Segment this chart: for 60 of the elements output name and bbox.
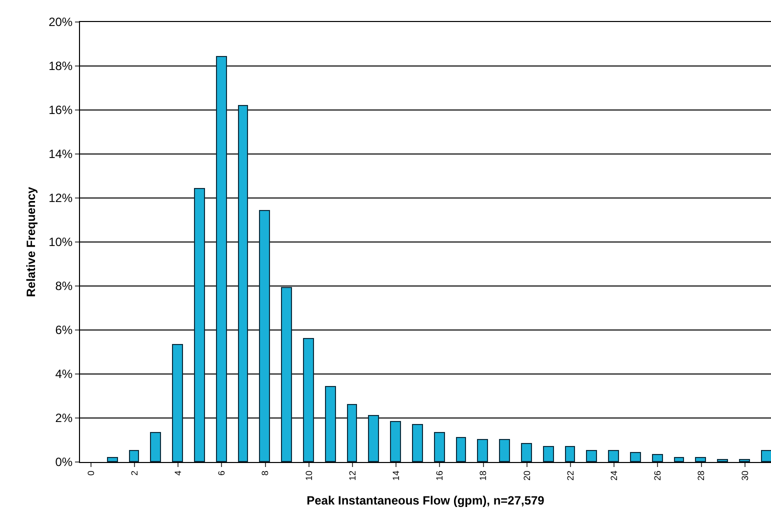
x-tick-label: 30 bbox=[740, 470, 750, 481]
bar bbox=[303, 338, 314, 462]
bar bbox=[434, 432, 445, 462]
bar bbox=[194, 188, 205, 462]
x-tick-label: 20 bbox=[522, 470, 532, 481]
y-tick-label: 0% bbox=[55, 455, 73, 470]
bar bbox=[172, 344, 183, 462]
bar bbox=[390, 421, 401, 462]
bar bbox=[456, 437, 466, 462]
x-tick-label: 26 bbox=[652, 470, 663, 481]
bar bbox=[347, 404, 357, 462]
x-tick-label: 18 bbox=[478, 470, 488, 481]
bar bbox=[368, 415, 379, 462]
y-tick-label: 18% bbox=[48, 59, 73, 74]
x-tick-label: 6 bbox=[216, 470, 227, 476]
bar bbox=[674, 457, 684, 462]
bar bbox=[412, 424, 423, 462]
y-tick-label: 10% bbox=[48, 235, 73, 250]
x-tick-label: 0 bbox=[86, 470, 96, 476]
bar bbox=[565, 446, 575, 462]
x-tick-label: 14 bbox=[390, 470, 401, 481]
bar bbox=[150, 432, 161, 462]
y-tick-label: 16% bbox=[48, 103, 73, 118]
x-axis-title: Peak Instantaneous Flow (gpm), n=27,579 bbox=[306, 494, 545, 508]
bar bbox=[586, 450, 597, 462]
x-tick-label: 4 bbox=[173, 470, 184, 476]
bar bbox=[129, 450, 139, 462]
bar bbox=[717, 459, 728, 462]
y-axis-title: Relative Frequency bbox=[24, 186, 38, 298]
bar bbox=[107, 457, 118, 462]
bar bbox=[761, 450, 771, 462]
bar bbox=[281, 287, 292, 462]
bar bbox=[521, 443, 532, 462]
y-tick-label: 4% bbox=[55, 367, 73, 382]
x-tick-label: 8 bbox=[260, 470, 270, 476]
x-tick-label: 2 bbox=[129, 470, 140, 476]
bar bbox=[499, 439, 510, 462]
bar bbox=[325, 386, 336, 462]
bar bbox=[477, 439, 488, 462]
y-tick-label: 12% bbox=[48, 191, 73, 206]
x-tick-label: 16 bbox=[434, 470, 445, 481]
bar bbox=[608, 450, 619, 462]
y-tick-label: 2% bbox=[55, 411, 73, 426]
x-tick-label: 10 bbox=[304, 470, 314, 481]
bar bbox=[259, 210, 270, 462]
y-tick-label: 14% bbox=[48, 147, 73, 162]
bar bbox=[695, 457, 706, 462]
bar bbox=[216, 56, 227, 462]
y-tick-label: 20% bbox=[48, 15, 73, 30]
bar bbox=[739, 459, 750, 462]
bar bbox=[238, 105, 248, 462]
y-tick-label: 8% bbox=[55, 279, 73, 294]
bar bbox=[652, 454, 663, 462]
bar bbox=[543, 446, 554, 462]
x-tick-label: 28 bbox=[696, 470, 706, 481]
x-tick-label: 24 bbox=[608, 470, 619, 481]
y-tick-label: 6% bbox=[55, 323, 73, 338]
x-tick-label: 12 bbox=[347, 470, 358, 481]
x-tick-label: 22 bbox=[565, 470, 576, 481]
bar bbox=[630, 452, 641, 462]
